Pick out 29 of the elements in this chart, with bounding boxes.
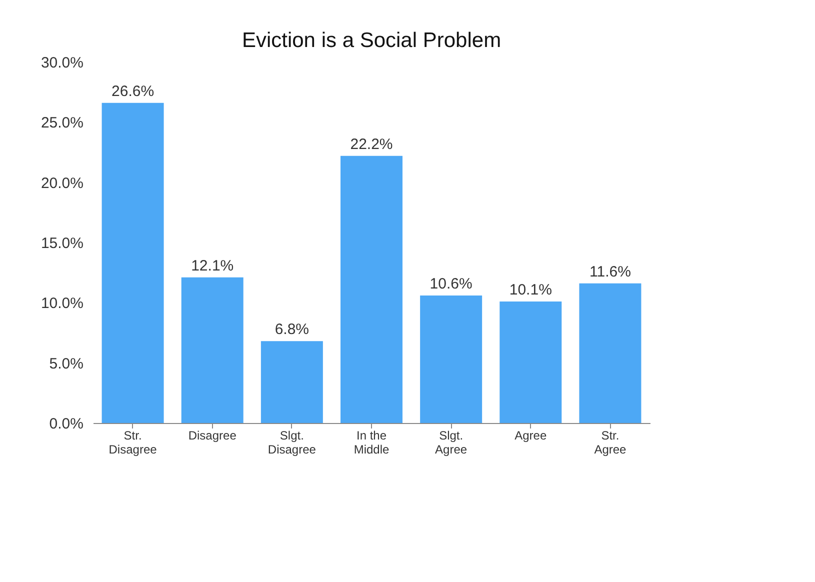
data-label: 10.6% bbox=[430, 275, 472, 292]
bar bbox=[420, 295, 482, 423]
data-label: 12.1% bbox=[191, 257, 234, 274]
bar bbox=[102, 102, 164, 423]
bar bbox=[181, 277, 244, 423]
bar bbox=[340, 156, 402, 423]
y-tick-label: 15.0% bbox=[40, 235, 84, 252]
x-tick-label: Agree bbox=[514, 428, 547, 442]
data-label: 26.6% bbox=[112, 82, 154, 100]
bar bbox=[579, 283, 642, 423]
y-tick-label: 20.0% bbox=[40, 174, 84, 192]
x-tick-label: In the Middle bbox=[354, 428, 390, 456]
x-tick-label: Disagree bbox=[188, 428, 237, 442]
x-tick-label: Str. Disagree bbox=[108, 428, 158, 456]
y-tick-label: 0.0% bbox=[49, 416, 84, 432]
x-tick-label: Slgt. Agree bbox=[435, 428, 468, 456]
bar bbox=[260, 341, 323, 423]
y-tick-label: 5.0% bbox=[49, 355, 84, 372]
y-tick-label: 10.0% bbox=[40, 295, 84, 312]
data-label: 6.8% bbox=[274, 321, 310, 338]
x-tick-label: Slgt. Disagree bbox=[268, 428, 316, 456]
bar bbox=[500, 301, 562, 423]
x-tick-label: Str. Agree bbox=[594, 428, 627, 456]
data-label: 11.6% bbox=[590, 263, 631, 280]
data-label: 10.1% bbox=[509, 281, 552, 298]
chart-title: Eviction is a Social Problem bbox=[242, 29, 502, 52]
data-label: 22.2% bbox=[350, 136, 393, 153]
y-tick-label: 25.0% bbox=[40, 114, 84, 132]
y-tick-label: 30.0% bbox=[40, 54, 84, 72]
